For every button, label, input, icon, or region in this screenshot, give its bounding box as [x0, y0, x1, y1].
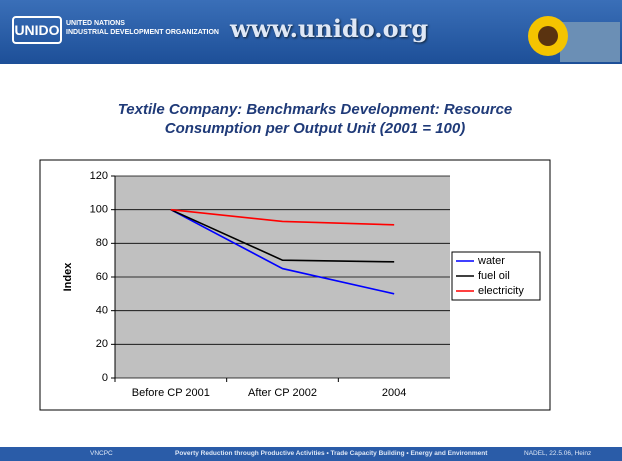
series-line [170, 208, 395, 263]
flower-center [538, 26, 558, 46]
sunflower [528, 16, 620, 62]
legend-label: electricity [478, 285, 524, 297]
logo: UNIDO [12, 16, 62, 44]
org-line: INDUSTRIAL DEVELOPMENT ORGANIZATION [66, 29, 219, 36]
chart-title: Textile Company: Benchmarks Development:… [117, 101, 513, 137]
y-tick-label: 100 [90, 204, 108, 216]
x-tick-label: 2004 [382, 387, 406, 399]
series-line [170, 208, 395, 295]
y-tick-label: 40 [96, 305, 108, 317]
y-tick-label: 60 [96, 271, 108, 283]
footer: VNCPC Poverty Reduction through Producti… [0, 447, 622, 461]
footer-center: Poverty Reduction through Productive Act… [175, 450, 488, 457]
y-tick-label: 120 [90, 170, 108, 182]
x-tick-label: Before CP 2001 [132, 387, 210, 399]
footer-right: NADEL, 22.5.06, Heinz [524, 450, 592, 457]
y-tick-label: 80 [96, 237, 108, 249]
legend-label: water [477, 255, 505, 267]
y-tick-label: 0 [102, 372, 108, 384]
y-tick-label: 20 [96, 338, 108, 350]
footer-left: VNCPC [90, 450, 113, 457]
org-name: UNITED NATIONS INDUSTRIAL DEVELOPMENT ORG… [66, 19, 219, 37]
org-line: UNITED NATIONS [66, 20, 125, 27]
url: www.unido.org [230, 14, 429, 43]
photo [560, 22, 620, 62]
x-tick-label: After CP 2002 [248, 387, 317, 399]
header: UNIDO UNITED NATIONS INDUSTRIAL DEVELOPME… [0, 0, 622, 64]
series-line [170, 208, 395, 226]
y-axis-label: Index [62, 262, 74, 292]
legend-label: fuel oil [478, 270, 510, 282]
